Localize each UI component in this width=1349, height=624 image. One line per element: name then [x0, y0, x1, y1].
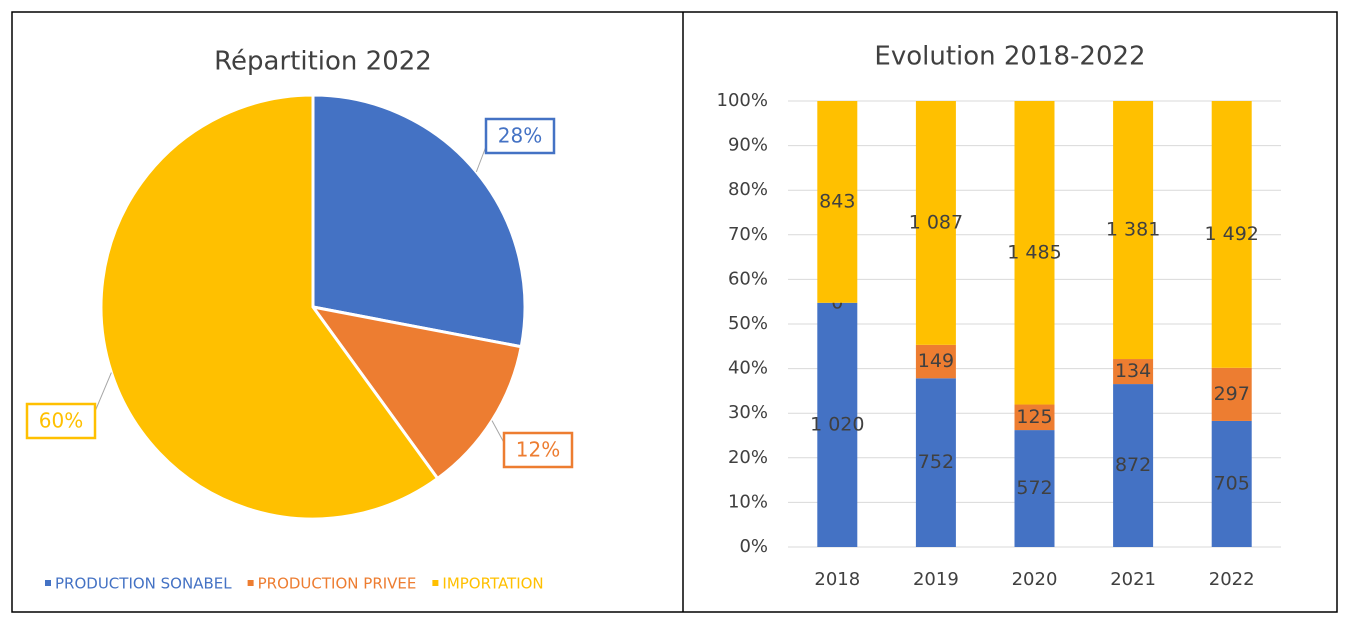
y-tick-label: 70%: [728, 224, 768, 245]
label-box: [25, 402, 97, 440]
bar-segment: [1014, 430, 1055, 547]
x-tick-label: 2019: [913, 569, 959, 590]
y-tick-label: 0%: [739, 536, 768, 557]
y-tick-label: 30%: [728, 402, 768, 423]
data-label: 872: [1115, 454, 1151, 476]
legend-swatch: [247, 580, 254, 586]
legend-label: IMPORTATION: [442, 575, 543, 593]
x-tick-label: 2022: [1209, 569, 1255, 590]
bar-segment: [1014, 101, 1055, 405]
bar-segment: [915, 378, 956, 547]
bar-segment: [1014, 404, 1055, 431]
pie-slice: [99, 93, 440, 521]
data-label: 572: [1016, 477, 1052, 499]
pie-slice: [311, 93, 527, 349]
x-tick-label: 2021: [1110, 569, 1156, 590]
data-label: 843: [819, 190, 855, 212]
data-label: 60%: [39, 409, 83, 433]
y-tick-label: 40%: [728, 358, 768, 379]
y-tick-label: 20%: [728, 447, 768, 468]
bar-title: Evolution 2018-2022: [874, 42, 1145, 72]
x-tick-label: 2020: [1012, 569, 1058, 590]
bar-segment: [1113, 101, 1154, 360]
data-label: 1 381: [1106, 219, 1160, 241]
data-label: 1 087: [909, 211, 963, 233]
data-label: 28%: [498, 124, 542, 148]
y-tick-label: 100%: [717, 90, 768, 111]
y-tick-label: 50%: [728, 313, 768, 334]
bar-segment: [817, 302, 858, 547]
data-label: 1 485: [1007, 241, 1061, 263]
bar-segment: [1211, 101, 1252, 368]
bar-segment: [1113, 359, 1154, 385]
y-tick-label: 60%: [728, 268, 768, 289]
data-label: 149: [918, 350, 954, 372]
data-label: 1 492: [1204, 223, 1258, 245]
frame: [11, 11, 1338, 613]
y-tick-label: 80%: [728, 179, 768, 200]
bar-segment: [1113, 384, 1154, 547]
label-box: [502, 431, 574, 469]
data-label: 12%: [516, 438, 560, 462]
legend-label: PRODUCTION SONABEL: [55, 575, 232, 593]
data-label: 125: [1016, 406, 1052, 428]
bar-segment: [1211, 367, 1252, 421]
bar-segment: [817, 101, 858, 303]
legend-swatch: [45, 580, 51, 586]
x-tick-label: 2018: [814, 569, 860, 590]
y-tick-label: 90%: [728, 135, 768, 156]
data-label: 134: [1115, 360, 1151, 382]
pie-title: Répartition 2022: [214, 47, 432, 77]
data-label: 297: [1214, 383, 1250, 405]
bar-segment: [915, 344, 956, 379]
y-tick-label: 10%: [728, 491, 768, 512]
data-label: 752: [918, 451, 954, 473]
bar-segment: [915, 101, 956, 345]
legend-swatch: [432, 580, 439, 586]
label-box: [484, 117, 556, 155]
data-label: 705: [1214, 472, 1250, 494]
legend-label: PRODUCTION PRIVEE: [258, 575, 417, 593]
bar-segment: [1211, 420, 1252, 547]
data-label: 1 020: [810, 413, 864, 435]
